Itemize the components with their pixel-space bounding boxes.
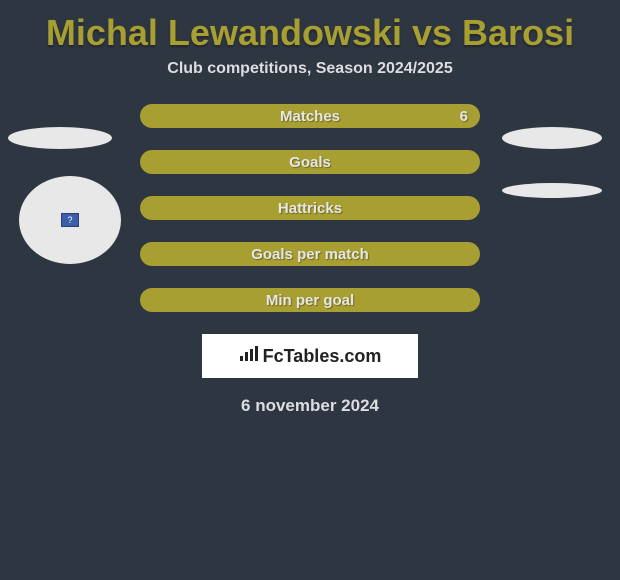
stat-row-hattricks: Hattricks	[0, 196, 620, 220]
logo-chart-icon	[239, 346, 259, 367]
stat-row-matches: Matches 6	[0, 104, 620, 128]
logo-box[interactable]: FcTables.com	[202, 334, 418, 378]
page-subtitle: Club competitions, Season 2024/2025	[0, 60, 620, 104]
stat-bar: Goals per match	[140, 242, 480, 266]
stat-bar: Hattricks	[140, 196, 480, 220]
stat-label: Hattricks	[278, 200, 342, 217]
logo: FcTables.com	[239, 346, 382, 367]
stats-area: Matches 6 Goals Hattricks Goals per matc…	[0, 104, 620, 312]
stat-bar: Goals	[140, 150, 480, 174]
page-title: Michal Lewandowski vs Barosi	[0, 0, 620, 60]
stat-label: Goals	[289, 154, 331, 171]
date-label: 6 november 2024	[0, 378, 620, 416]
stat-row-goals-per-match: Goals per match	[0, 242, 620, 266]
stat-label: Matches	[280, 108, 340, 125]
stat-label: Goals per match	[251, 246, 369, 263]
stat-bar: Min per goal	[140, 288, 480, 312]
logo-text: FcTables.com	[263, 346, 382, 367]
stat-label: Min per goal	[266, 292, 354, 309]
stat-row-goals: Goals	[0, 150, 620, 174]
stat-bar: Matches 6	[140, 104, 480, 128]
stat-row-min-per-goal: Min per goal	[0, 288, 620, 312]
stat-value-right: 6	[460, 108, 468, 125]
